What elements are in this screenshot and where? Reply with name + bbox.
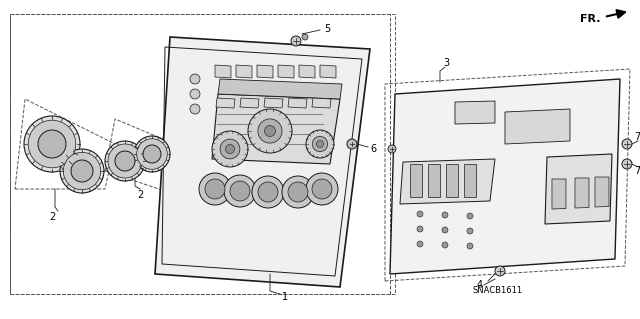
Polygon shape <box>257 65 273 78</box>
Polygon shape <box>505 109 570 144</box>
Circle shape <box>115 151 135 171</box>
Circle shape <box>312 179 332 199</box>
Polygon shape <box>545 154 612 224</box>
Polygon shape <box>312 98 331 108</box>
Circle shape <box>302 34 308 40</box>
Circle shape <box>306 173 338 205</box>
Text: 6: 6 <box>370 144 376 154</box>
Text: FR.: FR. <box>580 14 600 24</box>
Circle shape <box>230 181 250 201</box>
Polygon shape <box>216 98 235 108</box>
Text: 2: 2 <box>137 190 143 200</box>
Circle shape <box>190 89 200 99</box>
Circle shape <box>622 159 632 169</box>
Circle shape <box>248 109 292 153</box>
Circle shape <box>388 145 396 153</box>
Polygon shape <box>299 65 315 78</box>
Text: 3: 3 <box>443 58 449 68</box>
Polygon shape <box>428 164 440 197</box>
Polygon shape <box>575 178 589 208</box>
Circle shape <box>282 176 314 208</box>
Text: 2: 2 <box>49 212 55 222</box>
Polygon shape <box>236 65 252 78</box>
Text: 1: 1 <box>282 292 288 302</box>
Circle shape <box>442 212 448 218</box>
Circle shape <box>258 182 278 202</box>
Polygon shape <box>446 164 458 197</box>
Circle shape <box>143 145 161 163</box>
Circle shape <box>417 226 423 232</box>
Circle shape <box>264 125 275 137</box>
Circle shape <box>28 120 76 168</box>
Polygon shape <box>410 164 422 197</box>
Circle shape <box>190 104 200 114</box>
Polygon shape <box>212 94 340 164</box>
Polygon shape <box>552 179 566 209</box>
Circle shape <box>105 141 145 181</box>
Circle shape <box>220 139 240 159</box>
Circle shape <box>312 136 328 152</box>
Circle shape <box>134 136 170 172</box>
Circle shape <box>212 131 248 167</box>
Polygon shape <box>155 37 370 287</box>
Text: 7: 7 <box>634 132 640 142</box>
Circle shape <box>417 211 423 217</box>
Circle shape <box>622 139 632 149</box>
Circle shape <box>258 119 282 143</box>
Polygon shape <box>455 101 495 124</box>
FancyArrowPatch shape <box>607 10 625 18</box>
Polygon shape <box>390 79 620 274</box>
Circle shape <box>108 144 142 178</box>
Circle shape <box>63 152 100 190</box>
Text: SNACB1611: SNACB1611 <box>473 286 523 295</box>
Circle shape <box>442 242 448 248</box>
Circle shape <box>467 243 473 249</box>
Text: 5: 5 <box>324 24 330 34</box>
Circle shape <box>467 228 473 234</box>
Polygon shape <box>215 65 231 78</box>
Polygon shape <box>218 79 342 99</box>
Text: 7: 7 <box>634 166 640 176</box>
Circle shape <box>199 173 231 205</box>
Polygon shape <box>464 164 476 197</box>
Text: 4: 4 <box>477 280 483 290</box>
Circle shape <box>190 74 200 84</box>
Circle shape <box>317 140 323 147</box>
Circle shape <box>252 176 284 208</box>
Circle shape <box>205 179 225 199</box>
Circle shape <box>495 266 505 276</box>
Circle shape <box>225 145 234 153</box>
Polygon shape <box>400 159 495 204</box>
Circle shape <box>467 213 473 219</box>
Circle shape <box>38 130 66 158</box>
Polygon shape <box>595 177 609 207</box>
Circle shape <box>137 139 167 169</box>
Polygon shape <box>240 98 259 108</box>
Polygon shape <box>288 98 307 108</box>
Circle shape <box>224 175 256 207</box>
Circle shape <box>24 116 80 172</box>
Polygon shape <box>320 65 336 78</box>
Circle shape <box>306 130 334 158</box>
Circle shape <box>71 160 93 182</box>
Polygon shape <box>264 98 283 108</box>
Circle shape <box>417 241 423 247</box>
Circle shape <box>347 139 357 149</box>
Circle shape <box>442 227 448 233</box>
Circle shape <box>291 36 301 46</box>
Polygon shape <box>278 65 294 78</box>
Circle shape <box>60 149 104 193</box>
Circle shape <box>288 182 308 202</box>
